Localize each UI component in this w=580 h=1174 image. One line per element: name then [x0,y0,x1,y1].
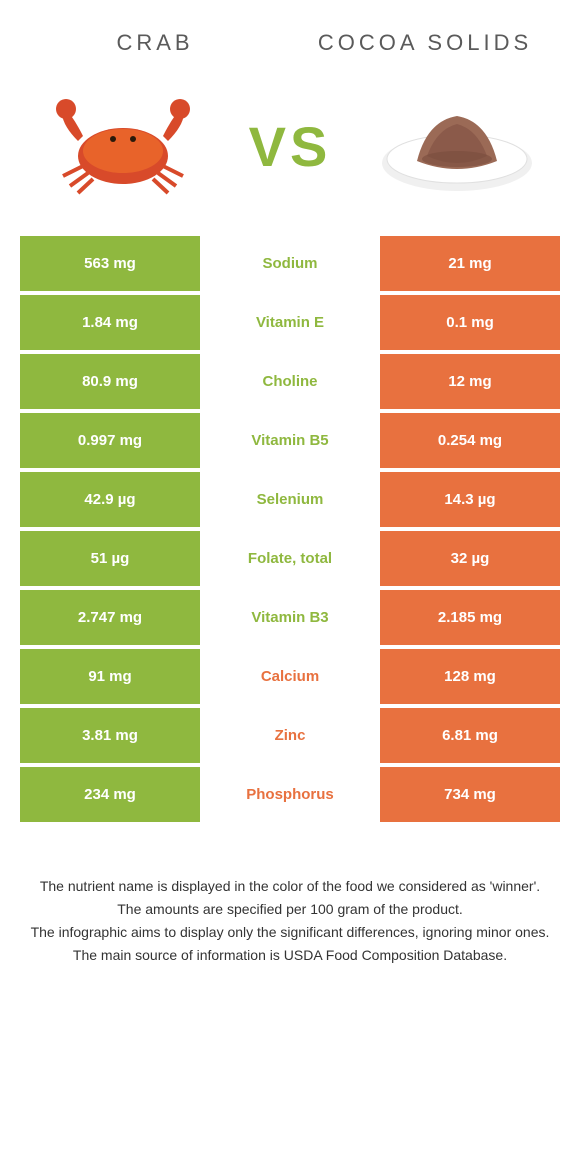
footer-line-2: The amounts are specified per 100 gram o… [30,899,550,920]
table-row: 3.81 mgZinc6.81 mg [20,708,560,763]
nutrient-label-cell: Vitamin B3 [200,590,380,645]
table-row: 234 mgPhosphorus734 mg [20,767,560,822]
footer-line-4: The main source of information is USDA F… [30,945,550,966]
images-row: VS [0,76,580,236]
nutrient-label-cell: Calcium [200,649,380,704]
vs-label: VS [249,114,332,179]
nutrient-label-cell: Selenium [200,472,380,527]
left-food-title: CRAB [47,30,263,56]
table-row: 42.9 µgSelenium14.3 µg [20,472,560,527]
table-row: 563 mgSodium21 mg [20,236,560,291]
right-value-cell: 21 mg [380,236,560,291]
crab-icon [48,91,198,201]
footer-line-1: The nutrient name is displayed in the co… [30,876,550,897]
right-value-cell: 14.3 µg [380,472,560,527]
nutrient-label-cell: Vitamin B5 [200,413,380,468]
nutrient-label-cell: Vitamin E [200,295,380,350]
right-value-cell: 12 mg [380,354,560,409]
table-row: 51 µgFolate, total32 µg [20,531,560,586]
left-value-cell: 91 mg [20,649,200,704]
nutrient-label-cell: Choline [200,354,380,409]
table-row: 1.84 mgVitamin E0.1 mg [20,295,560,350]
cocoa-image [377,86,537,206]
right-value-cell: 2.185 mg [380,590,560,645]
right-value-cell: 0.1 mg [380,295,560,350]
table-row: 2.747 mgVitamin B32.185 mg [20,590,560,645]
left-value-cell: 0.997 mg [20,413,200,468]
nutrient-label-cell: Zinc [200,708,380,763]
left-value-cell: 563 mg [20,236,200,291]
left-value-cell: 2.747 mg [20,590,200,645]
left-value-cell: 234 mg [20,767,200,822]
header-row: CRAB COCOA SOLIDS [0,0,580,76]
nutrient-label-cell: Sodium [200,236,380,291]
left-value-cell: 80.9 mg [20,354,200,409]
right-value-cell: 128 mg [380,649,560,704]
nutrient-label-cell: Folate, total [200,531,380,586]
right-value-cell: 734 mg [380,767,560,822]
right-value-cell: 6.81 mg [380,708,560,763]
table-row: 91 mgCalcium128 mg [20,649,560,704]
left-value-cell: 51 µg [20,531,200,586]
footer-line-3: The infographic aims to display only the… [30,922,550,943]
footer-notes: The nutrient name is displayed in the co… [0,826,580,988]
right-value-cell: 0.254 mg [380,413,560,468]
crab-image [43,86,203,206]
right-food-title: COCOA SOLIDS [317,30,533,56]
table-row: 80.9 mgCholine12 mg [20,354,560,409]
nutrient-label-cell: Phosphorus [200,767,380,822]
cocoa-icon [377,91,537,201]
left-value-cell: 42.9 µg [20,472,200,527]
left-value-cell: 1.84 mg [20,295,200,350]
right-value-cell: 32 µg [380,531,560,586]
comparison-table: 563 mgSodium21 mg1.84 mgVitamin E0.1 mg8… [0,236,580,822]
table-row: 0.997 mgVitamin B50.254 mg [20,413,560,468]
left-value-cell: 3.81 mg [20,708,200,763]
